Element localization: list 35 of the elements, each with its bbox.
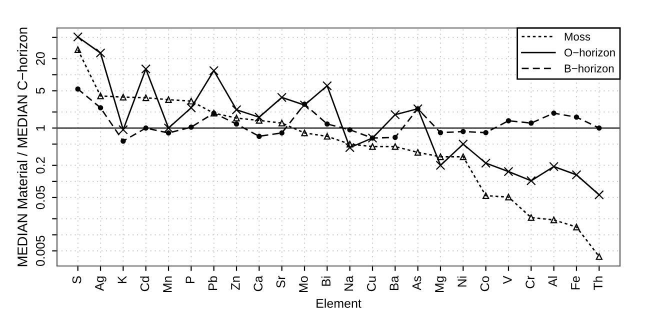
- x-tick-label: Ca: [254, 276, 263, 292]
- x-tick-label: Fe: [571, 276, 580, 290]
- y-tick-label: 20: [36, 52, 45, 65]
- y-axis-title: MEDIAN Material / MEDIAN C−horizon: [17, 28, 28, 266]
- x-tick-label: Mo: [299, 276, 308, 292]
- x-tick-label: V: [503, 276, 512, 284]
- y-tick-label: 1: [36, 125, 45, 131]
- x-tick-label: Cu: [367, 276, 376, 292]
- y-tick-label: 5: [36, 88, 45, 94]
- x-tick-label: As: [412, 276, 422, 290]
- legend-label: Moss: [564, 32, 590, 41]
- x-tick-label: Cd: [140, 276, 150, 292]
- y-tick-label: 0.2: [36, 157, 45, 174]
- x-tick-label: P: [186, 276, 194, 284]
- x-tick-label: S: [72, 276, 82, 284]
- x-tick-label: Cr: [526, 276, 535, 288]
- y-tick-label: 0.05: [36, 186, 45, 210]
- x-tick-label: Ni: [457, 276, 466, 286]
- x-tick-label: Pb: [208, 276, 218, 290]
- x-tick-label: Bi: [321, 276, 330, 286]
- x-tick-label: Th: [593, 276, 602, 290]
- x-axis-title: Element: [316, 298, 362, 308]
- x-tick-label: Na: [344, 276, 354, 291]
- x-tick-label: Ag: [95, 276, 106, 291]
- x-tick-label: Co: [480, 276, 490, 292]
- x-tick-label: Mg: [435, 276, 446, 292]
- x-tick-label: K: [118, 276, 126, 284]
- x-tick-label: Sr: [276, 276, 286, 288]
- x-tick-label: Ba: [390, 276, 399, 290]
- y-tick-label: 0.005: [36, 236, 45, 266]
- legend-label: O−horizon: [564, 48, 615, 57]
- x-tick-label: Mn: [163, 276, 172, 292]
- x-tick-label: Zn: [231, 276, 240, 290]
- x-tick-label: Al: [548, 276, 558, 287]
- legend-label: B−horizon: [564, 64, 614, 72]
